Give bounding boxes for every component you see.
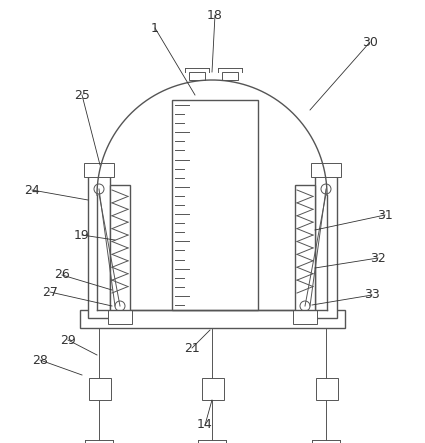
Text: 30: 30 [362,35,378,48]
Bar [316,378,338,400]
Text: 28: 28 [32,354,48,366]
Bar [295,185,315,318]
Circle shape [300,301,310,311]
Text: 21: 21 [184,342,200,354]
Text: 24: 24 [24,183,40,197]
Text: 1: 1 [151,22,159,35]
Text: 33: 33 [364,288,380,302]
Text: 25: 25 [74,89,90,101]
Text: 19: 19 [74,229,90,241]
Text: 18: 18 [207,8,223,22]
Circle shape [94,184,104,194]
Bar [222,72,238,80]
Bar [311,163,341,177]
Bar [189,72,205,80]
Bar [315,175,337,318]
Circle shape [321,184,331,194]
Text: 32: 32 [370,252,386,264]
Text: 26: 26 [54,268,70,281]
Bar [110,185,130,318]
Text: 14: 14 [197,419,213,431]
Bar [88,175,110,318]
Bar [89,378,111,400]
Text: 31: 31 [377,209,393,222]
Circle shape [115,301,125,311]
Bar [293,310,317,324]
Bar [80,310,345,328]
Text: 27: 27 [42,285,58,299]
Bar [172,100,258,310]
Bar [202,378,224,400]
Bar [108,310,132,324]
Bar [84,163,114,177]
Text: 29: 29 [60,334,76,346]
